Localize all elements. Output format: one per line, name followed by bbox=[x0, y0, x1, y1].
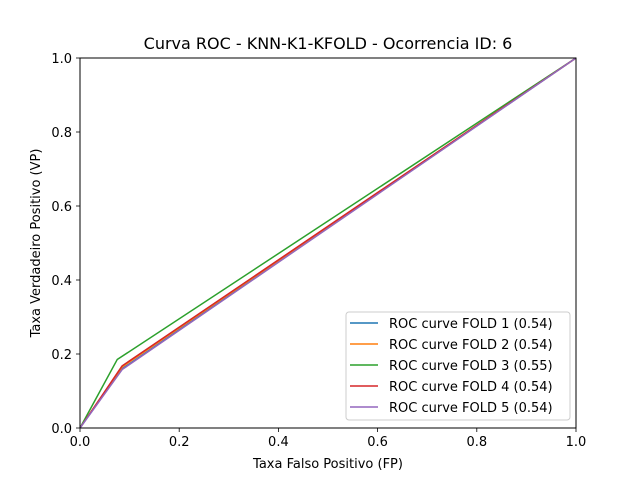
y-tick-label: 0.0 bbox=[51, 422, 72, 437]
x-tick-label: 0.6 bbox=[367, 435, 388, 450]
y-tick-label: 0.6 bbox=[51, 200, 72, 215]
y-axis-label: Taxa Verdadeiro Positivo (VP) bbox=[29, 149, 44, 339]
legend-label-fold-1: ROC curve FOLD 1 (0.54) bbox=[389, 317, 553, 332]
y-tick-label: 0.4 bbox=[51, 274, 72, 289]
y-tick-label: 0.2 bbox=[51, 348, 72, 363]
legend-box bbox=[345, 311, 571, 421]
x-tick-label: 0.4 bbox=[268, 435, 289, 450]
y-axis-ticks: 0.0 0.2 0.4 0.6 0.8 1.0 bbox=[51, 52, 80, 437]
plot-frame bbox=[79, 57, 577, 429]
legend-label-fold-3: ROC curve FOLD 3 (0.55) bbox=[389, 359, 553, 374]
legend-label-fold-4: ROC curve FOLD 4 (0.54) bbox=[389, 380, 553, 395]
x-tick-label: 0.2 bbox=[169, 435, 190, 450]
series-line-fold-5 bbox=[79, 57, 577, 429]
legend-label-fold-2: ROC curve FOLD 2 (0.54) bbox=[389, 338, 553, 353]
y-tick-label: 0.8 bbox=[51, 126, 72, 141]
y-tick-label: 1.0 bbox=[51, 52, 72, 67]
series-lines bbox=[79, 57, 577, 429]
x-tick-label: 0.8 bbox=[466, 435, 487, 450]
series-line-fold-3 bbox=[79, 57, 577, 429]
legend: ROC curve FOLD 1 (0.54) ROC curve FOLD 2 … bbox=[345, 311, 571, 421]
legend-label-fold-5: ROC curve FOLD 5 (0.54) bbox=[389, 401, 553, 416]
x-tick-label: 1.0 bbox=[566, 435, 587, 450]
x-axis-ticks: 0.0 0.2 0.4 0.6 0.8 1.0 bbox=[70, 428, 587, 450]
chart-title: Curva ROC - KNN-K1-KFOLD - Ocorrencia ID… bbox=[144, 34, 513, 53]
x-axis-label: Taxa Falso Positivo (FP) bbox=[252, 457, 403, 472]
x-tick-label: 0.0 bbox=[70, 435, 91, 450]
